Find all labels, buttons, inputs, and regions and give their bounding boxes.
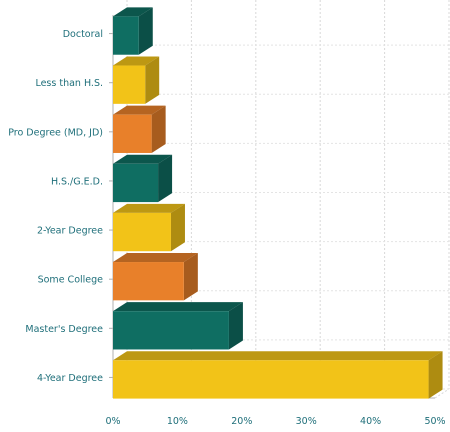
y-tick-label: Pro Degree (MD, JD) xyxy=(8,127,103,138)
bar-less-than-h-s xyxy=(113,56,160,104)
bar-side-face xyxy=(428,351,443,399)
bar-top-face xyxy=(113,56,160,66)
bar-front-face xyxy=(113,360,429,399)
x-tick-label: 0% xyxy=(105,416,120,427)
x-tick-label: 30% xyxy=(296,416,317,427)
bar-side-face xyxy=(228,302,243,350)
x-tick-label: 40% xyxy=(360,416,381,427)
bar-top-face xyxy=(113,7,153,17)
bar-top-face xyxy=(113,302,243,312)
bar-top-face xyxy=(113,351,443,361)
x-axis-labels: 0% 10% 20% 30% 40% 50% xyxy=(105,416,445,427)
bar-side-face xyxy=(158,154,173,203)
bar-pro-degree-md-jd xyxy=(113,105,166,153)
y-axis-labels: Doctoral Less than H.S. Pro Degree (MD, JD… xyxy=(8,29,113,384)
y-tick-label: 4-Year Degree xyxy=(37,373,103,384)
bars xyxy=(113,7,443,399)
bar-some-college xyxy=(113,253,198,301)
bar-front-face xyxy=(113,262,184,301)
bar-side-face xyxy=(151,105,166,153)
y-tick-label: H.S./G.E.D. xyxy=(51,176,103,187)
y-tick-label: Some College xyxy=(38,275,104,286)
bar-top-face xyxy=(113,154,173,164)
x-tick-label: 50% xyxy=(424,416,445,427)
gridline-floor xyxy=(434,388,450,399)
bar-top-face xyxy=(113,105,166,115)
bar-side-face xyxy=(170,203,185,252)
bar-side-face xyxy=(138,7,153,55)
bar-side-face xyxy=(145,56,160,104)
bar-top-face xyxy=(113,203,185,213)
bar-h-s-g-e-d xyxy=(113,154,173,203)
bar-front-face xyxy=(113,212,171,252)
y-tick-label: 2-Year Degree xyxy=(37,226,103,237)
y-tick-label: Master's Degree xyxy=(25,324,103,335)
bar-front-face xyxy=(113,311,229,350)
bar-front-face xyxy=(113,163,159,203)
bar-2-year-degree xyxy=(113,203,185,252)
bar-front-face xyxy=(113,16,139,55)
bar-front-face xyxy=(113,65,146,104)
y-tick-label: Doctoral xyxy=(63,29,103,40)
x-tick-label: 10% xyxy=(167,416,188,427)
x-tick-label: 20% xyxy=(231,416,252,427)
bar-top-face xyxy=(113,253,198,263)
bar-master-s-degree xyxy=(113,302,243,350)
y-tick-label: Less than H.S. xyxy=(35,78,103,89)
bar-front-face xyxy=(113,114,152,153)
bar-4-year-degree xyxy=(113,351,443,399)
bar-side-face xyxy=(183,253,198,301)
bar-doctoral xyxy=(113,7,153,55)
